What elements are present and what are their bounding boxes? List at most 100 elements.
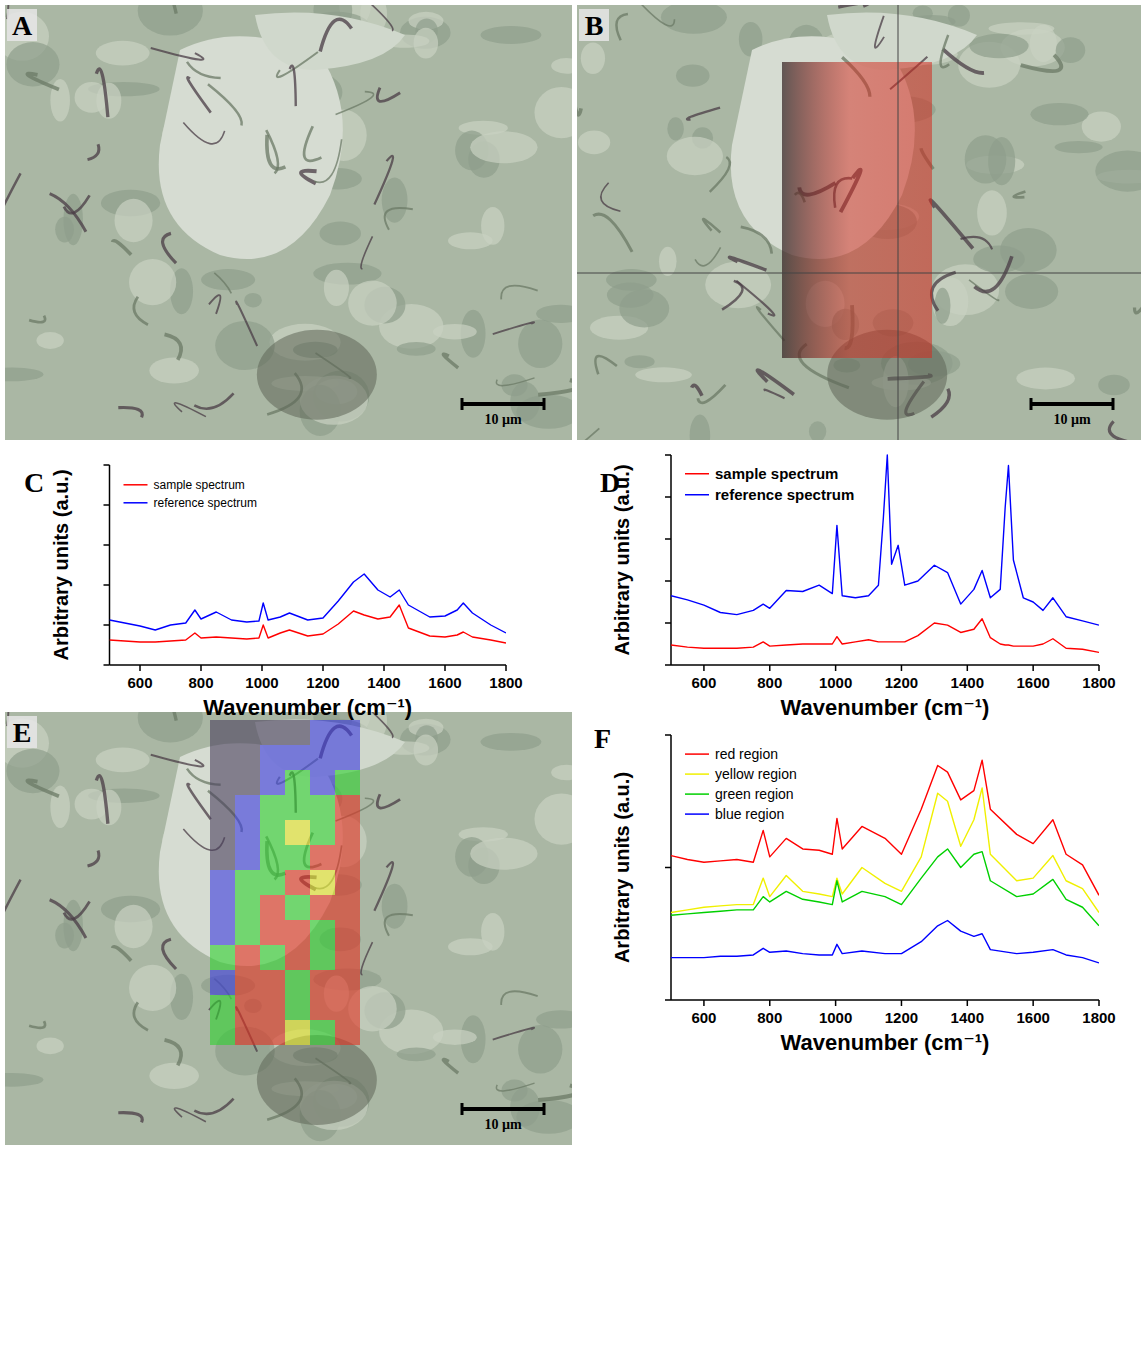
map-cell (235, 970, 260, 995)
tissue-fiber (943, 49, 984, 73)
tissue-texture (667, 137, 723, 175)
tissue-fiber (741, 227, 772, 254)
spectrum-line (110, 574, 507, 633)
map-cell (310, 920, 335, 945)
tissue-texture (55, 923, 74, 949)
tissue-fiber (960, 237, 992, 250)
map-cell (310, 745, 335, 770)
series-group (671, 455, 1099, 652)
lumen (255, 720, 405, 778)
map-cell (285, 820, 310, 845)
tissue-texture (934, 288, 950, 324)
x-axis-title: Wavenumber (cm⁻¹) (781, 695, 990, 720)
map-cell (285, 945, 310, 970)
legend-swatch (685, 494, 709, 496)
scale-bar (462, 1107, 544, 1111)
map-cell (260, 895, 285, 920)
tissue-texture (667, 117, 684, 140)
tissue-texture (397, 1048, 436, 1062)
map-cell (260, 745, 285, 770)
tissue-fiber (27, 780, 58, 796)
map-cell (260, 720, 285, 745)
tissue-fiber (157, 5, 176, 14)
spectrum-line (671, 619, 1099, 653)
tissue-fiber (722, 281, 742, 310)
map-cell (335, 920, 360, 945)
spectrum-line (671, 788, 1099, 913)
tissue-texture (1005, 274, 1058, 309)
map-cell (310, 720, 335, 745)
chart: 60080010001200140016001800Wavenumber (cm… (594, 723, 1116, 1055)
legend-label: green region (715, 786, 794, 802)
tissue-fiber (113, 947, 132, 961)
x-tick (703, 665, 705, 671)
tissue-texture (624, 355, 654, 368)
tissue-texture (5, 1073, 43, 1087)
map-cell (335, 970, 360, 995)
tissue-texture (96, 41, 150, 66)
legend: sample spectrumreference spectrum (685, 465, 854, 503)
tissue-fiber (163, 233, 176, 263)
tissue-texture (516, 1100, 572, 1134)
map-cell (285, 920, 310, 945)
tissue-texture (969, 34, 1028, 58)
tissue-fiber (29, 1021, 45, 1028)
tissue-fiber (931, 272, 955, 311)
y-tick (104, 504, 110, 506)
map-cell (260, 970, 285, 995)
tissue-texture (397, 342, 436, 356)
tissue-fiber (501, 286, 538, 300)
y-tick (665, 622, 671, 624)
panel-letter: A (12, 10, 33, 41)
legend-swatch (685, 813, 709, 815)
tissue-fiber (538, 1085, 572, 1100)
tissue-fiber (736, 281, 774, 316)
tissue-fiber (208, 84, 242, 125)
spectrum-line (671, 921, 1099, 963)
tissue-fiber (361, 942, 373, 974)
tissue-fiber (577, 66, 581, 115)
tissue-fiber (50, 194, 86, 232)
tissue-fiber (377, 88, 400, 102)
tissue-fiber (174, 1108, 206, 1122)
map-cell (310, 770, 335, 795)
map-cell (235, 745, 260, 770)
map-cell (310, 795, 335, 820)
tissue-fiber (1109, 421, 1141, 440)
map-cell (285, 795, 310, 820)
tissue-texture (1016, 368, 1075, 390)
tissue-fiber (496, 1083, 534, 1091)
x-tick-label: 1000 (819, 1009, 852, 1026)
tissue-texture (324, 270, 349, 306)
x-tick-label: 800 (757, 1009, 782, 1026)
legend-label: blue region (715, 806, 784, 822)
tissue-fiber (50, 900, 86, 938)
tissue-texture (36, 332, 63, 349)
x-tick-label: 1200 (306, 674, 339, 691)
x-axis-title: Wavenumber (cm⁻¹) (203, 695, 412, 720)
x-tick (967, 1000, 969, 1006)
crosshair (898, 5, 899, 440)
x-tick (835, 665, 837, 671)
y-tick (665, 999, 671, 1001)
y-tick (104, 584, 110, 586)
tissue-texture (1095, 151, 1141, 192)
map-cell (260, 1020, 285, 1045)
tissue-fiber (314, 139, 341, 182)
tissue-fiber (930, 200, 973, 249)
tissue-fiber (443, 1059, 458, 1073)
map-cell (335, 995, 360, 1020)
crosshair (577, 273, 1141, 274)
x-tick (967, 665, 969, 671)
scale-bar-label: 10 µm (484, 412, 522, 427)
map-cell (335, 945, 360, 970)
tissue-texture (536, 1010, 572, 1028)
x-tick-label: 1200 (885, 674, 918, 691)
tissue-fiber (361, 236, 373, 268)
map-cell (235, 895, 260, 920)
tissue-fiber (757, 307, 785, 341)
chart: 60080010001200140016001800Wavenumber (cm… (600, 455, 1116, 720)
tissue-fiber (194, 393, 233, 408)
tissue-fiber (277, 52, 318, 77)
tissue-fiber (703, 219, 720, 232)
